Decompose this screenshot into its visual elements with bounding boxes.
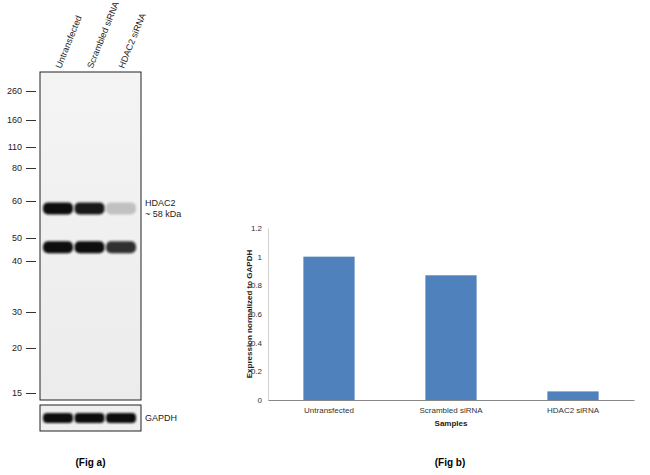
mw-tick-mark — [26, 120, 36, 121]
blot-membrane — [40, 72, 141, 400]
mw-tick: 50 — [12, 233, 36, 243]
mw-tick: 20 — [12, 343, 36, 353]
mw-tick: 40 — [12, 256, 36, 266]
lane-label: Untransfected — [54, 14, 84, 70]
mw-axis: 260 160 110 80 60 50 40 30 20 15 — [7, 86, 36, 398]
x-tick-label: Untransfected — [304, 406, 354, 415]
mw-tick-label: 30 — [12, 307, 22, 317]
mw-tick-label: 15 — [12, 388, 22, 398]
band-size: ~ 58 kDa — [145, 209, 181, 219]
lane-label: Scrambled siRNA — [85, 0, 121, 70]
x-tick: HDAC2 siRNA — [547, 400, 600, 415]
mw-tick: 15 — [12, 388, 36, 398]
x-tick-label: HDAC2 siRNA — [547, 406, 600, 415]
mw-tick-label: 260 — [7, 86, 22, 96]
caption: (Fig b) — [435, 457, 466, 468]
mw-tick-mark — [26, 348, 36, 349]
mw-tick-mark — [26, 261, 36, 262]
mw-tick: 260 — [7, 86, 36, 96]
bar — [303, 257, 354, 400]
mw-tick-label: 80 — [12, 163, 22, 173]
lane-label: HDAC2 siRNA — [117, 12, 148, 70]
mw-tick-mark — [26, 312, 36, 313]
x-axis-title: Samples — [435, 419, 468, 428]
loading-control-band — [75, 413, 105, 423]
mw-tick: 30 — [12, 307, 36, 317]
x-axis-line — [269, 400, 635, 401]
band — [43, 202, 73, 214]
x-tick-label: Scrambled siRNA — [419, 406, 483, 415]
y-tick: 0 — [258, 396, 268, 405]
loading-control-name: GAPDH — [145, 413, 177, 423]
blot-panel: 260 160 110 80 60 50 40 30 20 15 UntransfectedScra… — [7, 0, 181, 468]
x-tick: Scrambled siRNA — [419, 400, 483, 415]
mw-tick-label: 50 — [12, 233, 22, 243]
mw-tick-label: 160 — [7, 115, 22, 125]
band-name: HDAC2 — [145, 198, 176, 208]
band — [75, 202, 105, 214]
mw-tick-mark — [26, 238, 36, 239]
loading-control-band — [43, 413, 73, 423]
mw-tick-mark — [26, 168, 36, 169]
mw-tick: 160 — [7, 115, 36, 125]
mw-tick-mark — [26, 201, 36, 202]
y-tick-label: 1 — [258, 253, 263, 262]
y-tick: 1 — [258, 253, 268, 262]
y-axis-line — [268, 229, 269, 401]
caption: (Fig a) — [76, 457, 106, 468]
band — [75, 241, 105, 253]
mw-tick-mark — [26, 91, 36, 92]
bar-chart: 00.20.40.60.811.2UntransfectedScrambled … — [245, 224, 635, 468]
mw-tick-label: 60 — [12, 196, 22, 206]
bar — [547, 391, 598, 400]
mw-tick-label: 20 — [12, 343, 22, 353]
bar — [425, 275, 476, 400]
mw-tick-label: 40 — [12, 256, 22, 266]
mw-tick-mark — [26, 147, 36, 148]
bars — [303, 257, 598, 400]
x-tick: Untransfected — [304, 400, 354, 415]
mw-tick: 80 — [12, 163, 36, 173]
mw-tick-label: 110 — [8, 142, 22, 152]
band — [106, 241, 136, 253]
y-tick-label: 1.2 — [251, 224, 263, 233]
figure: 26016011080605040302015UntransfectedScra… — [0, 0, 650, 475]
bands — [43, 202, 136, 253]
x-axis: Untransfected Scrambled siRNA HDAC2 siRNA — [269, 400, 635, 415]
mw-tick-mark — [26, 393, 36, 394]
y-tick-label: 0 — [258, 396, 263, 405]
band — [106, 202, 136, 214]
loading-control-membrane — [40, 405, 141, 431]
loading-control-band — [106, 413, 136, 423]
mw-tick: 60 — [12, 196, 36, 206]
mw-tick: 110 — [8, 142, 36, 152]
band — [43, 241, 73, 253]
y-tick: 1.2 — [251, 224, 268, 233]
y-axis-title: Expression normalized to GAPDH — [245, 250, 254, 379]
